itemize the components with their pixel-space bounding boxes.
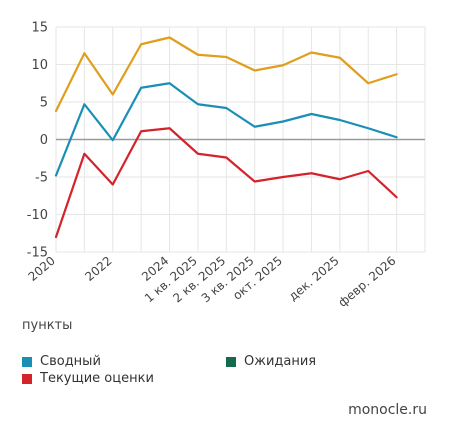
y-tick-label: -10	[27, 208, 48, 223]
series-lines	[54, 36, 398, 239]
x-tick-label: февр. 2026	[336, 254, 399, 310]
series-line-2	[54, 127, 398, 239]
y-tick-label: 5	[40, 96, 48, 111]
x-tick-label: 2022	[82, 254, 114, 284]
legend-item-ozhidaniya: Ожидания	[226, 354, 316, 369]
series-line-1	[54, 82, 398, 177]
units-label: пункты	[22, 318, 73, 333]
legend-item-svodny: Сводный	[22, 354, 101, 369]
legend-item-tekushchie: Текущие оценки	[22, 371, 154, 386]
legend-label-ozhidaniya: Ожидания	[244, 354, 317, 369]
brand-label: monocle.ru	[348, 402, 427, 418]
y-tick-label: -15	[27, 246, 48, 261]
legend-swatch-svodny	[22, 356, 32, 367]
y-tick-label: 10	[31, 58, 48, 73]
legend-label-tekushchie: Текущие оценки	[40, 371, 154, 386]
series-line-0	[54, 36, 398, 113]
y-axis-ticks: 15 10 5 0 -5 -10 -15	[27, 21, 48, 261]
x-tick-label: дек. 2025	[286, 254, 342, 304]
y-tick-label: -5	[35, 171, 48, 186]
legend-swatch-tekushchie	[22, 373, 32, 384]
y-tick-label: 15	[31, 21, 48, 36]
legend-swatch-ozhidaniya	[226, 356, 236, 367]
legend-label-svodny: Сводный	[40, 354, 101, 369]
y-tick-label: 0	[40, 133, 48, 148]
